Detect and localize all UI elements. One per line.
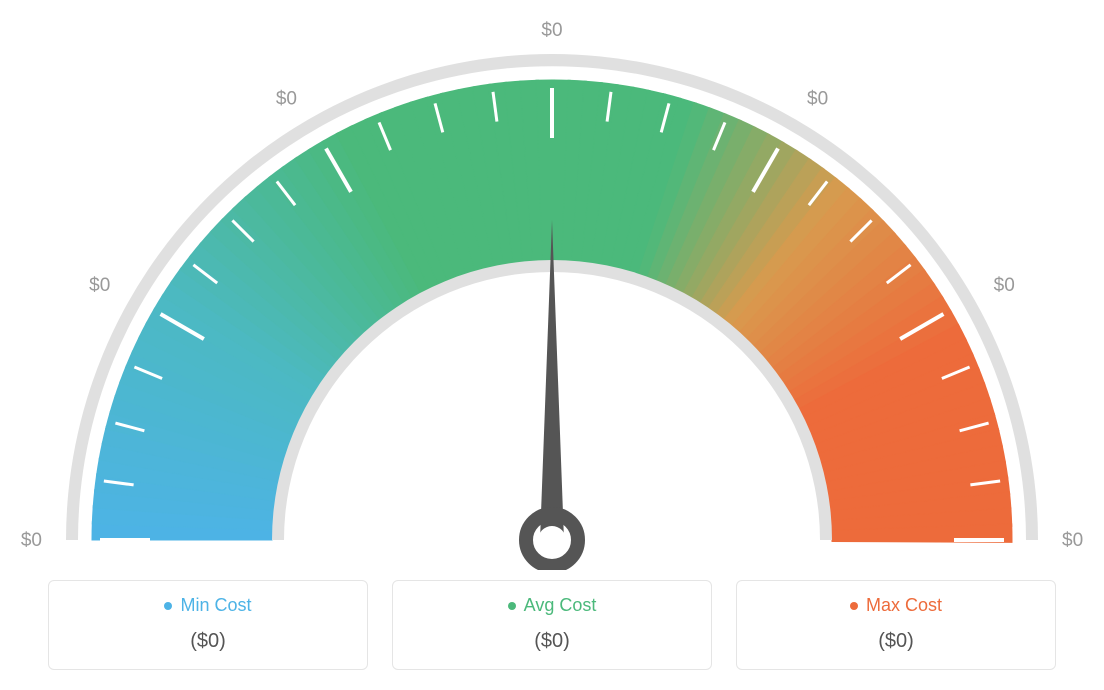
- legend-dot-avg: [508, 602, 516, 610]
- legend-row: Min Cost ($0) Avg Cost ($0) Max Cost ($0…: [0, 580, 1104, 670]
- svg-text:$0: $0: [994, 275, 1015, 296]
- legend-label-avg: Avg Cost: [413, 595, 691, 616]
- legend-box-max: Max Cost ($0): [736, 580, 1056, 670]
- svg-text:$0: $0: [807, 88, 828, 109]
- legend-label-max: Max Cost: [757, 595, 1035, 616]
- legend-value-max: ($0): [757, 630, 1035, 653]
- legend-value-min: ($0): [69, 630, 347, 653]
- svg-text:$0: $0: [89, 275, 110, 296]
- svg-text:$0: $0: [21, 530, 42, 551]
- svg-text:$0: $0: [541, 20, 562, 41]
- gauge-svg: $0 $0 $0 $0 $0 $0 $0: [0, 0, 1104, 570]
- legend-dot-max: [850, 602, 858, 610]
- legend-text-avg: Avg Cost: [524, 595, 597, 616]
- legend-box-min: Min Cost ($0): [48, 580, 368, 670]
- legend-label-min: Min Cost: [69, 595, 347, 616]
- svg-text:$0: $0: [1062, 530, 1083, 551]
- legend-text-min: Min Cost: [180, 595, 251, 616]
- gauge-chart-container: $0 $0 $0 $0 $0 $0 $0 Min Cost ($0) Avg Cost ($…: [0, 0, 1104, 690]
- legend-box-avg: Avg Cost ($0): [392, 580, 712, 670]
- legend-dot-min: [164, 602, 172, 610]
- svg-text:$0: $0: [276, 88, 297, 109]
- legend-value-avg: ($0): [413, 630, 691, 653]
- legend-text-max: Max Cost: [866, 595, 942, 616]
